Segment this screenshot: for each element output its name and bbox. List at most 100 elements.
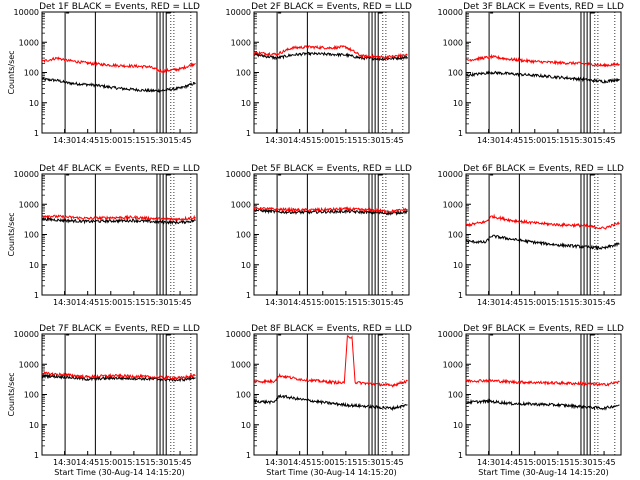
x-tick-label: 15:15 <box>334 458 357 467</box>
x-tick-label: 15:30 <box>357 458 380 467</box>
x-tick-label: 14:30 <box>53 136 76 145</box>
x-axis-label: Start Time (30-Aug-14 14:15:20) <box>54 468 185 477</box>
y-tick-label: 1000 <box>19 360 39 369</box>
y-tick-label: 1 <box>246 451 251 460</box>
chart-panel-8: Det 8F BLACK = Events, RED = LLD 1 10 100 10… <box>226 324 412 477</box>
x-tick-label: 15:15 <box>334 136 357 145</box>
chart-title: Det 2F BLACK = Events, RED = LLD <box>251 2 412 12</box>
x-tick-label: 14:45 <box>76 458 99 467</box>
y-tick-label: 1000 <box>443 38 463 47</box>
series-line-lld <box>42 371 196 381</box>
chart-panel-7: Det 7F BLACK = Events, RED = LLD 1 10 100 10… <box>7 324 200 477</box>
chart-panel-1: Det 1F BLACK = Events, RED = LLD 1 10 100 10… <box>7 2 200 145</box>
y-tick-label: 100 <box>236 391 251 400</box>
x-tick-label: 14:45 <box>288 136 311 145</box>
x-tick-label: 15:45 <box>169 136 192 145</box>
y-tick-label: 100 <box>448 391 463 400</box>
x-tick-label: 14:30 <box>265 136 288 145</box>
x-tick-label: 15:30 <box>357 298 380 307</box>
y-tick-label: 1 <box>458 451 463 460</box>
x-tick-label: 14:30 <box>53 298 76 307</box>
y-tick-label: 10000 <box>438 8 463 17</box>
x-tick-label: 15:30 <box>569 136 592 145</box>
y-tick-label: 1000 <box>231 360 251 369</box>
series-line-lld <box>42 214 196 222</box>
x-axis-label: Start Time (30-Aug-14 14:15:20) <box>478 468 609 477</box>
y-tick-label: 10000 <box>14 170 39 179</box>
x-tick-label: 14:45 <box>500 298 523 307</box>
x-tick-label: 14:45 <box>288 298 311 307</box>
chart-title: Det 6F BLACK = Events, RED = LLD <box>463 164 624 174</box>
x-tick-label: 15:45 <box>169 298 192 307</box>
chart-panel-2: Det 2F BLACK = Events, RED = LLD 1 10 100 10… <box>226 2 412 145</box>
y-tick-label: 10 <box>29 421 39 430</box>
chart-title: Det 4F BLACK = Events, RED = LLD <box>39 164 200 174</box>
series-line-events <box>253 393 408 412</box>
y-tick-label: 1000 <box>19 200 39 209</box>
series-line-lld <box>253 206 408 214</box>
x-tick-label: 14:30 <box>477 136 500 145</box>
x-tick-label: 15:45 <box>169 458 192 467</box>
y-tick-label: 10 <box>453 99 463 108</box>
chart-title: Det 5F BLACK = Events, RED = LLD <box>251 164 412 174</box>
x-tick-label: 14:30 <box>265 458 288 467</box>
x-tick-label: 15:30 <box>569 458 592 467</box>
chart-title: Det 8F BLACK = Events, RED = LLD <box>251 324 412 334</box>
y-tick-label: 10000 <box>14 330 39 339</box>
x-tick-label: 15:30 <box>145 458 168 467</box>
x-tick-label: 15:30 <box>569 298 592 307</box>
series-line-events <box>466 398 620 411</box>
x-tick-label: 15:15 <box>122 136 145 145</box>
series-line-lld <box>42 56 196 74</box>
y-tick-label: 100 <box>448 69 463 78</box>
y-tick-label: 10000 <box>14 8 39 17</box>
y-tick-label: 1000 <box>19 38 39 47</box>
series-line-events <box>41 372 196 383</box>
chart-title: Det 1F BLACK = Events, RED = LLD <box>39 2 200 12</box>
y-tick-label: 1000 <box>443 360 463 369</box>
x-tick-label: 14:45 <box>500 458 523 467</box>
x-tick-label: 15:00 <box>311 136 334 145</box>
y-tick-label: 1 <box>34 291 39 300</box>
y-axis-label: Counts/sec <box>7 372 16 416</box>
x-tick-label: 15:15 <box>546 136 569 145</box>
x-axis-label: Start Time (30-Aug-14 14:15:20) <box>266 468 397 477</box>
x-tick-label: 15:15 <box>122 458 145 467</box>
x-tick-label: 15:45 <box>593 458 616 467</box>
x-tick-label: 15:15 <box>546 458 569 467</box>
series-line-events <box>465 70 620 84</box>
series-line-events <box>253 208 408 217</box>
chart-panel-9: Det 9F BLACK = Events, RED = LLD 1 10 100 10… <box>438 324 624 477</box>
chart-panel-4: Det 4F BLACK = Events, RED = LLD 1 10 100 10… <box>7 164 200 307</box>
x-tick-label: 15:30 <box>145 298 168 307</box>
y-tick-label: 1 <box>246 291 251 300</box>
x-tick-label: 15:45 <box>381 298 404 307</box>
series-line-lld <box>465 378 620 387</box>
series-line-lld <box>465 213 620 230</box>
chart-title: Det 3F BLACK = Events, RED = LLD <box>463 2 624 12</box>
x-tick-label: 15:15 <box>334 298 357 307</box>
series-line-events <box>41 77 196 93</box>
series-line-lld <box>466 53 620 68</box>
y-tick-label: 100 <box>24 391 39 400</box>
y-tick-label: 1 <box>458 291 463 300</box>
x-tick-label: 15:00 <box>99 298 122 307</box>
x-tick-label: 14:30 <box>53 458 76 467</box>
chart-panel-5: Det 5F BLACK = Events, RED = LLD 1 10 100 10… <box>226 164 412 307</box>
chart-panel-6: Det 6F BLACK = Events, RED = LLD 1 10 100 10… <box>438 164 624 307</box>
x-tick-label: 15:15 <box>122 298 145 307</box>
y-tick-label: 10000 <box>438 330 463 339</box>
y-tick-label: 1 <box>34 451 39 460</box>
chart-panel-3: Det 3F BLACK = Events, RED = LLD 1 10 100 10… <box>438 2 624 145</box>
x-tick-label: 14:30 <box>477 298 500 307</box>
series-line-events <box>253 51 408 62</box>
y-tick-label: 100 <box>24 69 39 78</box>
y-tick-label: 1000 <box>443 200 463 209</box>
y-tick-label: 100 <box>24 231 39 240</box>
x-tick-label: 15:30 <box>145 136 168 145</box>
x-tick-label: 15:00 <box>523 458 546 467</box>
series-line-lld <box>253 44 408 60</box>
x-tick-label: 15:15 <box>546 298 569 307</box>
y-tick-label: 10000 <box>226 8 251 17</box>
